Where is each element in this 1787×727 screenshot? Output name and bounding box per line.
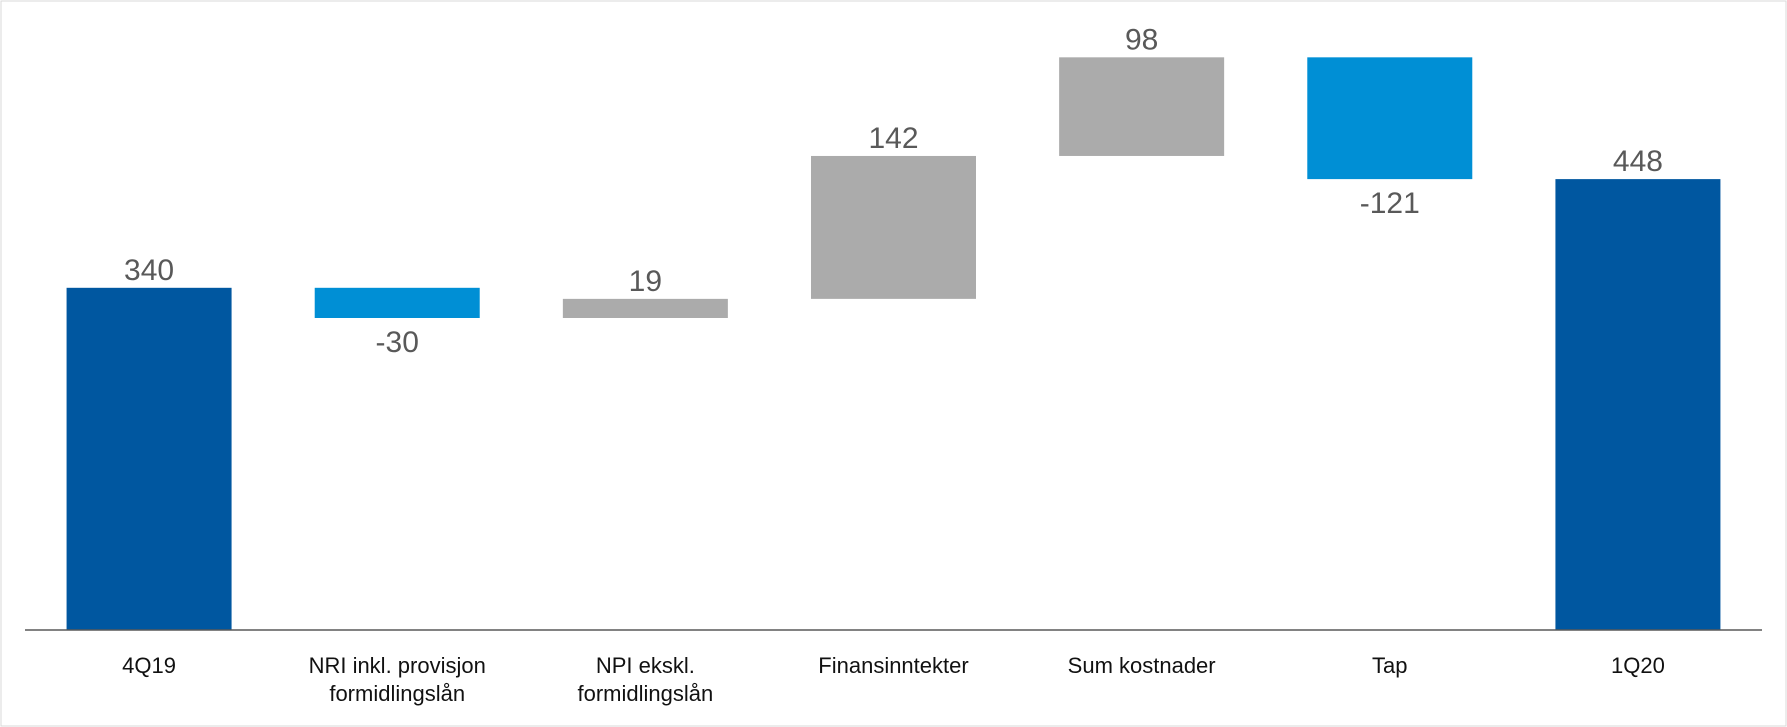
value-label: 142 [868,122,918,155]
x-tick-label: 1Q20 [1611,653,1665,678]
bar [1059,57,1225,156]
value-label: 98 [1125,23,1158,56]
bar [66,287,232,630]
bar [314,287,480,318]
bar [1555,179,1721,630]
value-label: 340 [124,254,174,287]
value-label: 19 [629,265,662,298]
bar [1307,57,1473,180]
x-tick-label: Tap [1372,653,1408,678]
bar [562,298,728,318]
x-tick-label: Finansinntekter [818,653,969,678]
value-label: 448 [1613,145,1663,178]
x-tick-label: Sum kostnader [1067,653,1216,678]
value-label: -121 [1360,187,1420,220]
x-tick-label: NRI inkl. provisjon formidlingslån [308,653,486,706]
x-tick-label: NPI ekskl. formidlingslån [577,653,714,706]
bar [811,155,976,299]
value-label: -30 [376,326,419,359]
x-tick-label: 4Q19 [122,653,176,678]
